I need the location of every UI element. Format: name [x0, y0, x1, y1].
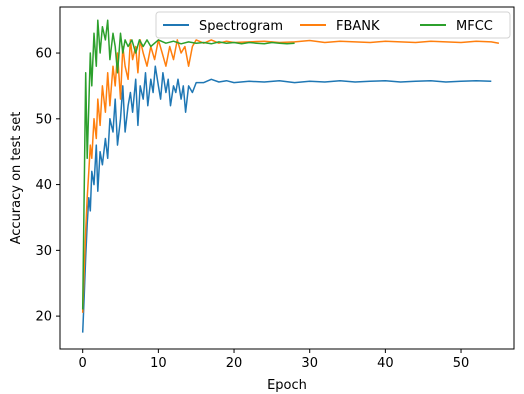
x-tick-label: 10: [150, 356, 167, 371]
series-layer: [81, 19, 500, 333]
y-tick-label: 60: [35, 47, 52, 62]
legend-label: FBANK: [336, 19, 380, 34]
y-tick-label: 20: [35, 310, 52, 325]
series-line-fbank: [81, 39, 500, 313]
y-axis: 20 30 40 50 60: [35, 47, 60, 325]
x-axis-label: Epoch: [267, 378, 307, 393]
y-tick-label: 30: [35, 244, 52, 259]
x-tick-label: 0: [79, 356, 87, 371]
x-tick-label: 30: [301, 356, 318, 371]
x-tick-label: 20: [226, 356, 243, 371]
y-tick-label: 50: [35, 112, 52, 127]
series-line-spectrogram: [81, 65, 492, 333]
x-tick-label: 50: [453, 356, 470, 371]
axes-frame: [59, 6, 515, 350]
x-tick-label: 40: [377, 356, 394, 371]
y-tick-label: 40: [35, 178, 52, 193]
y-axis-label: Accuracy on test set: [9, 112, 24, 245]
x-axis: 0 10 20 30 40 50: [79, 349, 470, 371]
legend-label: MFCC: [456, 19, 493, 34]
legend-frame: [155, 11, 511, 39]
legend-label: Spectrogram: [199, 19, 283, 34]
series-line-mfcc: [81, 19, 295, 310]
legend: Spectrogram FBANK MFCC: [155, 11, 511, 39]
